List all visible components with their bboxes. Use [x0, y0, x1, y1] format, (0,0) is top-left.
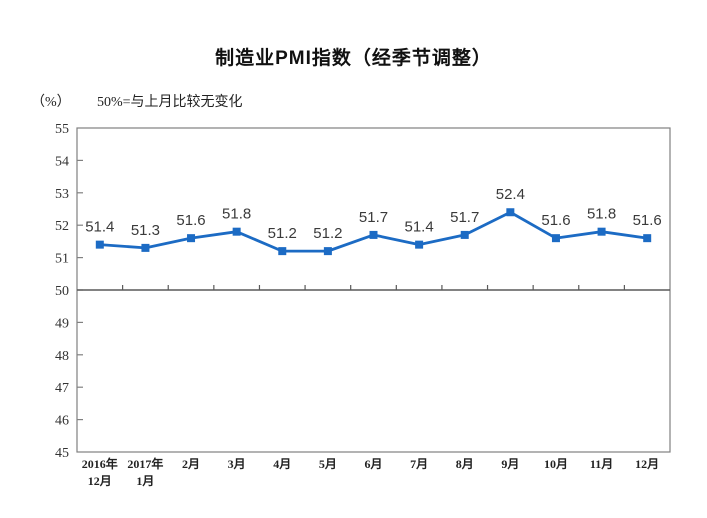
data-point-marker	[278, 247, 287, 256]
x-axis-tick-label: 2017年	[127, 456, 163, 471]
chart-title: 制造业PMI指数（经季节调整）	[215, 48, 492, 69]
x-axis-tick-label: 1月	[136, 474, 154, 488]
x-axis-tick-label: 6月	[364, 457, 382, 471]
data-point-marker	[597, 227, 606, 236]
data-point-label: 51.8	[222, 206, 251, 223]
x-axis-tick-label: 5月	[319, 457, 337, 471]
y-axis-tick-label: 55	[55, 122, 69, 137]
x-axis-tick-label: 12月	[635, 457, 659, 471]
x-axis-tick-label: 10月	[544, 457, 568, 471]
data-point-marker	[643, 234, 652, 243]
data-point-label: 51.4	[85, 219, 114, 236]
data-point-marker	[415, 240, 424, 249]
x-axis-tick-label: 4月	[273, 457, 291, 471]
data-point-label: 51.2	[268, 225, 297, 242]
data-point-label: 51.6	[633, 212, 662, 229]
x-axis-tick-label: 12月	[88, 474, 112, 488]
y-axis-tick-label: 54	[55, 154, 69, 169]
y-axis-tick-label: 49	[55, 316, 69, 331]
y-axis-tick-label: 51	[55, 252, 69, 267]
x-axis-tick-label: 2月	[182, 457, 200, 471]
data-point-marker	[506, 208, 515, 217]
data-point-marker	[232, 227, 241, 236]
y-axis-tick-label: 53	[55, 187, 69, 202]
data-point-label: 51.2	[313, 225, 342, 242]
y-axis-tick-label: 52	[55, 219, 69, 234]
data-point-label: 52.4	[496, 186, 525, 203]
y-axis-tick-label: 50	[55, 284, 69, 299]
data-point-label: 51.3	[131, 222, 160, 239]
data-point-label: 51.4	[405, 219, 434, 236]
data-point-label: 51.6	[541, 212, 570, 229]
data-point-label: 51.8	[587, 206, 616, 223]
x-axis-tick-label: 8月	[456, 457, 474, 471]
y-axis-tick-label: 47	[55, 381, 69, 396]
data-point-marker	[460, 230, 469, 239]
x-axis-tick-label: 2016年	[82, 456, 118, 471]
data-point-marker	[187, 234, 196, 243]
data-point-marker	[323, 247, 332, 256]
reference-note: 50%=与上月比较无变化	[97, 95, 243, 110]
data-point-marker	[141, 243, 150, 252]
x-axis-tick-label: 11月	[590, 457, 613, 471]
data-point-label: 51.6	[176, 212, 205, 229]
x-axis-tick-label: 9月	[501, 457, 519, 471]
data-point-label: 51.7	[450, 209, 479, 226]
y-axis-tick-label: 48	[55, 349, 69, 364]
data-point-marker	[551, 234, 560, 243]
data-point-marker	[369, 230, 378, 239]
x-axis-tick-label: 7月	[410, 457, 428, 471]
data-point-label: 51.7	[359, 209, 388, 226]
y-axis-unit-label: （%）	[31, 95, 71, 110]
x-axis-tick-label: 3月	[228, 457, 246, 471]
data-point-marker	[95, 240, 104, 249]
y-axis-tick-label: 45	[55, 446, 69, 461]
y-axis-tick-label: 46	[55, 414, 69, 429]
